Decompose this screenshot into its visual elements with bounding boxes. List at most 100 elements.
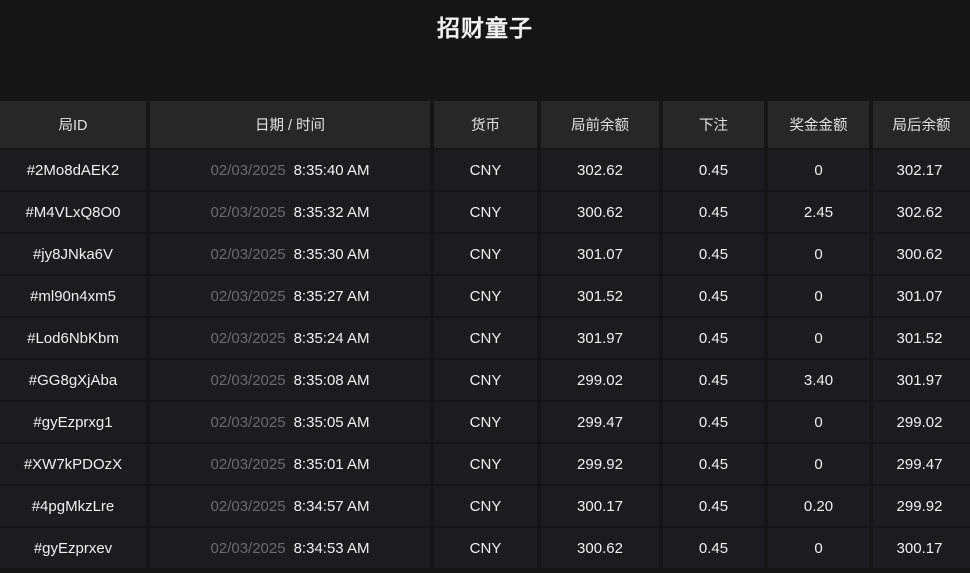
table-row: #jy8JNka6V 02/03/2025 8:35:30 AM CNY 301… [0,234,970,274]
round-id-cell: #4pgMkzLre [0,486,146,526]
table-body: #2Mo8dAEK2 02/03/2025 8:35:40 AM CNY 302… [0,150,970,568]
prize-cell: 0 [768,150,869,190]
table-row: #Lod6NbKbm 02/03/2025 8:35:24 AM CNY 301… [0,318,970,358]
date-text: 02/03/2025 [210,287,286,305]
balance-before-cell: 300.62 [541,192,659,232]
prize-cell: 0 [768,402,869,442]
round-id-cell: #XW7kPDOzX [0,444,146,484]
datetime-cell: 02/03/2025 8:35:40 AM [150,150,430,190]
currency-cell: CNY [434,444,537,484]
balance-before-cell: 302.62 [541,150,659,190]
table-row: #gyEzprxev 02/03/2025 8:34:53 AM CNY 300… [0,528,970,568]
balance-before-cell: 299.47 [541,402,659,442]
time-text: 8:35:30 AM [293,245,370,263]
balance-after-cell: 300.62 [873,234,970,274]
prize-cell: 0 [768,234,869,274]
currency-cell: CNY [434,528,537,568]
datetime-cell: 02/03/2025 8:35:05 AM [150,402,430,442]
balance-before-cell: 301.52 [541,276,659,316]
date-text: 02/03/2025 [210,455,286,473]
date-text: 02/03/2025 [210,329,286,347]
round-id-cell: #gyEzprxev [0,528,146,568]
column-header-prize: 奖金金额 [768,101,869,148]
time-text: 8:35:32 AM [293,203,370,221]
prize-cell: 0 [768,276,869,316]
currency-cell: CNY [434,276,537,316]
currency-cell: CNY [434,150,537,190]
time-text: 8:35:24 AM [293,329,370,347]
round-id-cell: #M4VLxQ8O0 [0,192,146,232]
round-id-cell: #Lod6NbKbm [0,318,146,358]
datetime-cell: 02/03/2025 8:35:30 AM [150,234,430,274]
table-row: #4pgMkzLre 02/03/2025 8:34:57 AM CNY 300… [0,486,970,526]
datetime-cell: 02/03/2025 8:35:08 AM [150,360,430,400]
time-text: 8:35:05 AM [293,413,370,431]
bet-cell: 0.45 [663,318,764,358]
balance-after-cell: 299.92 [873,486,970,526]
currency-cell: CNY [434,486,537,526]
column-header-round-id: 局ID [0,101,146,148]
prize-cell: 3.40 [768,360,869,400]
balance-after-cell: 302.62 [873,192,970,232]
currency-cell: CNY [434,360,537,400]
page-title: 招财童子 [437,15,533,41]
datetime-cell: 02/03/2025 8:34:57 AM [150,486,430,526]
balance-before-cell: 299.02 [541,360,659,400]
bet-cell: 0.45 [663,486,764,526]
currency-cell: CNY [434,192,537,232]
datetime-cell: 02/03/2025 8:35:27 AM [150,276,430,316]
datetime-cell: 02/03/2025 8:34:53 AM [150,528,430,568]
date-text: 02/03/2025 [210,203,286,221]
balance-after-cell: 299.47 [873,444,970,484]
prize-cell: 0.20 [768,486,869,526]
currency-cell: CNY [434,318,537,358]
round-id-cell: #2Mo8dAEK2 [0,150,146,190]
balance-before-cell: 299.92 [541,444,659,484]
time-text: 8:34:53 AM [293,539,370,557]
time-text: 8:35:40 AM [293,161,370,179]
date-text: 02/03/2025 [210,413,286,431]
datetime-cell: 02/03/2025 8:35:32 AM [150,192,430,232]
table-row: #2Mo8dAEK2 02/03/2025 8:35:40 AM CNY 302… [0,150,970,190]
balance-after-cell: 299.02 [873,402,970,442]
table-row: #ml90n4xm5 02/03/2025 8:35:27 AM CNY 301… [0,276,970,316]
date-text: 02/03/2025 [210,497,286,515]
prize-cell: 0 [768,318,869,358]
column-header-balance-after: 局后余额 [873,101,970,148]
date-text: 02/03/2025 [210,161,286,179]
bet-cell: 0.45 [663,528,764,568]
time-text: 8:34:57 AM [293,497,370,515]
balance-after-cell: 300.17 [873,528,970,568]
date-text: 02/03/2025 [210,245,286,263]
game-history-table: 局ID 日期 / 时间 货币 局前余额 下注 奖金金额 局后余额 #2Mo8dA… [0,101,970,568]
bet-cell: 0.45 [663,150,764,190]
time-text: 8:35:01 AM [293,455,370,473]
bet-cell: 0.45 [663,192,764,232]
datetime-cell: 02/03/2025 8:35:01 AM [150,444,430,484]
round-id-cell: #GG8gXjAba [0,360,146,400]
column-header-currency: 货币 [434,101,537,148]
table-row: #M4VLxQ8O0 02/03/2025 8:35:32 AM CNY 300… [0,192,970,232]
table-row: #gyEzprxg1 02/03/2025 8:35:05 AM CNY 299… [0,402,970,442]
prize-cell: 2.45 [768,192,869,232]
balance-before-cell: 301.07 [541,234,659,274]
balance-after-cell: 302.17 [873,150,970,190]
datetime-cell: 02/03/2025 8:35:24 AM [150,318,430,358]
table-header-row: 局ID 日期 / 时间 货币 局前余额 下注 奖金金额 局后余额 [0,101,970,148]
bet-cell: 0.45 [663,360,764,400]
balance-after-cell: 301.07 [873,276,970,316]
balance-before-cell: 300.17 [541,486,659,526]
round-id-cell: #jy8JNka6V [0,234,146,274]
currency-cell: CNY [434,402,537,442]
balance-after-cell: 301.97 [873,360,970,400]
prize-cell: 0 [768,528,869,568]
bet-cell: 0.45 [663,276,764,316]
currency-cell: CNY [434,234,537,274]
bet-cell: 0.45 [663,402,764,442]
time-text: 8:35:27 AM [293,287,370,305]
round-id-cell: #ml90n4xm5 [0,276,146,316]
round-id-cell: #gyEzprxg1 [0,402,146,442]
balance-before-cell: 301.97 [541,318,659,358]
bet-cell: 0.45 [663,234,764,274]
prize-cell: 0 [768,444,869,484]
